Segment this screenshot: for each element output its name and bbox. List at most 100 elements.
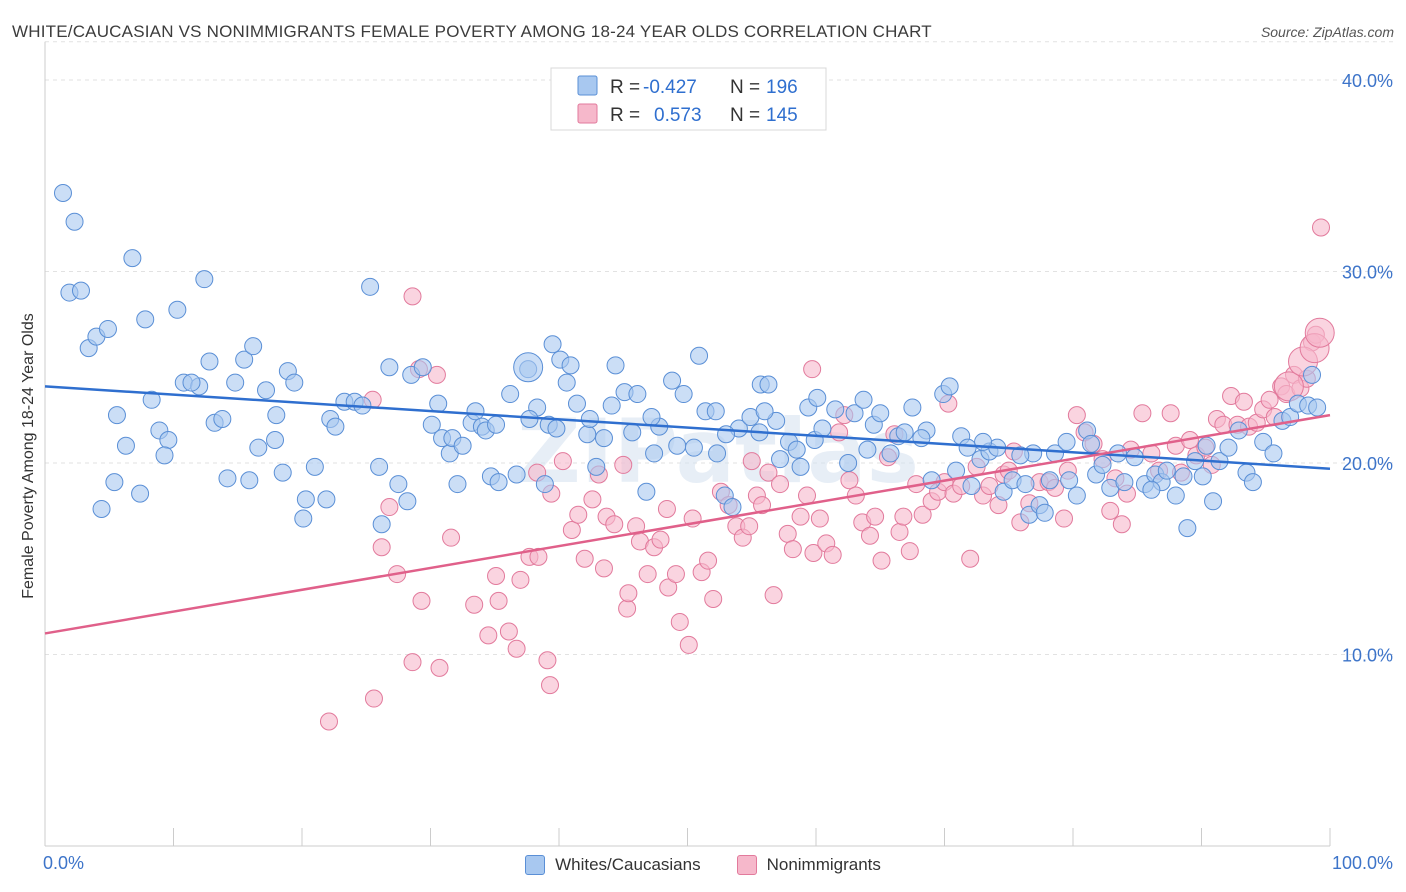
whites-point — [1067, 486, 1086, 505]
whites-point — [587, 457, 606, 476]
nonimmigrants-point — [1234, 392, 1253, 411]
nonimmigrants-point — [900, 542, 919, 561]
whites-point — [1035, 503, 1054, 522]
whites-point — [218, 469, 237, 488]
whites-point — [105, 473, 124, 492]
whites-point — [903, 398, 922, 417]
whites-point — [1108, 444, 1127, 463]
whites-point — [195, 270, 214, 289]
nonimmigrants-point — [704, 589, 723, 608]
nonimmigrants-point — [764, 586, 783, 605]
whites-point — [98, 319, 117, 338]
whites-point — [858, 440, 877, 459]
whites-point — [1193, 467, 1212, 486]
legend-item-nonimmigrants[interactable]: Nonimmigrants — [736, 855, 881, 875]
nonimmigrants-point — [430, 658, 449, 677]
nonimmigrants-point — [403, 287, 422, 306]
whites-point — [813, 419, 832, 438]
whites-point — [155, 446, 174, 465]
nonimmigrants-point — [679, 635, 698, 654]
whites-point — [422, 415, 441, 434]
nonimmigrants-point — [823, 545, 842, 564]
x-tick-label: 100.0% — [1332, 853, 1393, 873]
nonimmigrants-point — [541, 676, 560, 695]
whites-point — [398, 492, 417, 511]
nonimmigrants-point — [1260, 390, 1279, 409]
nonimmigrants-point — [1055, 509, 1074, 528]
whites-point — [92, 499, 111, 518]
nonimmigrants-trend-line — [44, 413, 1331, 635]
legend-n-value-1: 196 — [766, 77, 798, 98]
whites-point — [557, 373, 576, 392]
nonimmigrants-point — [489, 591, 508, 610]
nonimmigrants-point — [670, 612, 689, 631]
whites-point — [389, 475, 408, 494]
whites-point — [1308, 398, 1327, 417]
nonimmigrants-point — [499, 622, 518, 641]
whites-point — [326, 417, 345, 436]
whites-point — [1060, 471, 1079, 490]
whites-point — [249, 438, 268, 457]
whites-point — [453, 436, 472, 455]
whites-point — [567, 394, 586, 413]
x-tick-label: 0.0% — [43, 853, 84, 873]
whites-point — [107, 406, 126, 425]
whites-point — [594, 429, 613, 448]
whites-point — [1197, 436, 1216, 455]
whites-point — [1093, 455, 1112, 474]
legend-swatch-pink — [577, 103, 598, 124]
chart-title: WHITE/CAUCASIAN VS NONIMMIGRANTS FEMALE … — [12, 22, 932, 41]
whites-point — [535, 475, 554, 494]
nonimmigrants-point — [553, 452, 572, 471]
nonimmigrants-point — [619, 584, 638, 603]
whites-point — [448, 475, 467, 494]
whites-point — [1115, 473, 1134, 492]
whites-point — [1254, 432, 1273, 451]
trend-lines — [44, 385, 1331, 635]
nonimmigrants-point — [583, 490, 602, 509]
whites-point — [642, 408, 661, 427]
nonimmigrants-point — [872, 551, 891, 570]
nonimmigrants-point — [511, 570, 530, 589]
whites-point — [1011, 446, 1030, 465]
nonimmigrants-point — [783, 540, 802, 559]
nonimmigrants-point — [1112, 515, 1131, 534]
nonimmigrants-point — [380, 498, 399, 517]
nonimmigrants-point — [890, 522, 909, 541]
nonimmigrants-point — [575, 549, 594, 568]
whites-point — [690, 346, 709, 365]
nonimmigrants-point — [798, 486, 817, 505]
whites-point — [808, 388, 827, 407]
whites-point — [240, 471, 259, 490]
whites-point — [116, 436, 135, 455]
whites-point — [142, 390, 161, 409]
whites-point — [200, 352, 219, 371]
nonimmigrants-point — [742, 452, 761, 471]
whites-point — [826, 400, 845, 419]
legend-item-whites[interactable]: Whites/Caucasians — [525, 855, 701, 875]
legend-bottom: Whites/Caucasians Nonimmigrants — [0, 850, 1406, 880]
nonimmigrants-point — [538, 651, 557, 670]
whites-point — [1166, 486, 1185, 505]
legend-n-value-2: 145 — [766, 105, 798, 126]
legend-swatch-nonimmigrants — [736, 855, 757, 875]
nonimmigrants-point — [810, 509, 829, 528]
whites-point — [1081, 434, 1100, 453]
y-tick-label: 30.0% — [1342, 263, 1393, 283]
whites-point — [273, 463, 292, 482]
nonimmigrants-point — [487, 566, 506, 585]
whites-point — [839, 454, 858, 472]
nonimmigrants-point — [1273, 371, 1304, 402]
nonimmigrants-point — [699, 551, 718, 570]
whites-point — [380, 358, 399, 377]
legend-label-whites: Whites/Caucasians — [555, 855, 701, 874]
whites-point — [1219, 438, 1238, 457]
whites-point — [361, 277, 380, 296]
nonimmigrants-point — [427, 365, 446, 384]
nonimmigrants-point — [479, 626, 498, 645]
legend-r-value-2: 0.573 — [654, 105, 702, 126]
nonimmigrants-point — [1067, 406, 1086, 425]
nonimmigrants-point — [771, 475, 790, 494]
nonimmigrants-point — [412, 591, 431, 610]
